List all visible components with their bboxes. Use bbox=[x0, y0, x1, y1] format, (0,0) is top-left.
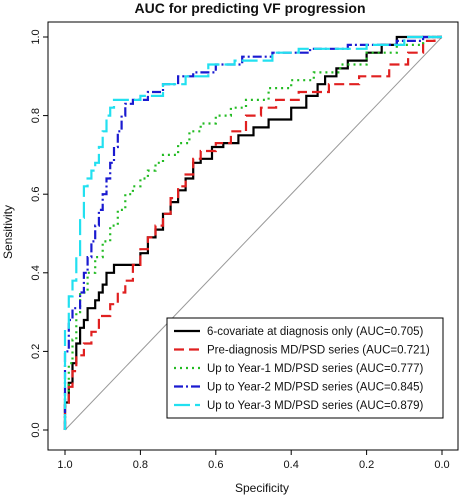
legend-entry-2: Pre-diagnosis MD/PSD series (AUC=0.721) bbox=[207, 345, 430, 357]
chart-title: AUC for predicting VF progression bbox=[134, 0, 365, 16]
reference-diagonal bbox=[64, 36, 443, 431]
legend-entry-1: 6-covariate at diagnosis only (AUC=0.705… bbox=[207, 326, 424, 338]
legend-entry-5: Up to Year-3 MD/PSD series (AUC=0.879) bbox=[207, 400, 424, 412]
series-line-3 bbox=[63, 35, 442, 430]
legend: 6-covariate at diagnosis only (AUC=0.705… bbox=[166, 317, 444, 419]
x-tick-label: 1.0 bbox=[57, 459, 72, 471]
axes: 1.0 0.8 0.6 0.4 0.2 0.0 0.0 0.2 0.4 0.6 0.8 1.0 bbox=[30, 21, 459, 471]
legend-entry-3: Up to Year-1 MD/PSD series (AUC=0.777) bbox=[207, 363, 424, 375]
legend-entry-4: Up to Year-2 MD/PSD series (AUC=0.845) bbox=[207, 382, 424, 394]
plot-frame bbox=[47, 21, 459, 451]
x-tick-label: 0.8 bbox=[133, 459, 148, 471]
x-tick-label: 0.4 bbox=[284, 459, 299, 471]
y-tick-label: 0.6 bbox=[30, 187, 42, 202]
y-tick-label: 0.8 bbox=[30, 108, 42, 123]
legend-box bbox=[166, 317, 444, 419]
x-tick-label: 0.0 bbox=[434, 459, 449, 471]
y-tick-label: 0.0 bbox=[30, 422, 42, 437]
plot-area bbox=[63, 35, 443, 431]
x-tick-label: 0.6 bbox=[208, 459, 223, 471]
series-line-2 bbox=[63, 35, 442, 430]
y-tick-label: 0.2 bbox=[30, 344, 42, 359]
x-axis-label: Specificity bbox=[235, 481, 289, 495]
y-axis-label: Sensitivity bbox=[1, 205, 15, 259]
x-tick-label: 0.2 bbox=[359, 459, 374, 471]
y-tick-label: 0.4 bbox=[30, 265, 42, 280]
y-tick-label: 1.0 bbox=[30, 29, 42, 44]
series-line-4 bbox=[63, 35, 442, 430]
series-line-5 bbox=[63, 35, 442, 430]
